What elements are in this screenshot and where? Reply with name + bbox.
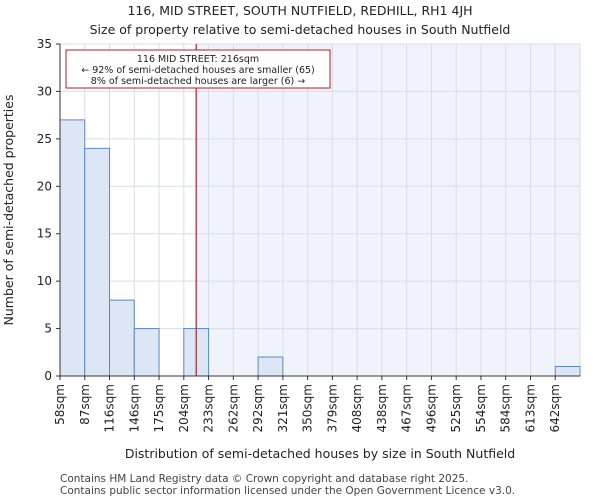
x-tick-label-554sqm: 554sqm — [474, 384, 488, 432]
chart-subtitle: Size of property relative to semi-detach… — [89, 22, 511, 37]
bar-58sqm — [59, 119, 86, 377]
annotation-box — [65, 49, 331, 89]
footer-copyright: Contains HM Land Registry data © Crown c… — [60, 473, 469, 485]
y-tick-label: 0 — [44, 369, 52, 383]
footer-licence: Contains public sector information licen… — [60, 485, 516, 497]
histogram-chart: 0 5 10 15 20 25 30 35 58sqm 87sqm 116sqm 146sqm 175s… — [1, 37, 581, 461]
x-tick-label-438sqm: 438sqm — [375, 384, 389, 432]
x-tick-label-146sqm: 146sqm — [127, 384, 141, 432]
x-tick-label-408sqm: 408sqm — [350, 384, 364, 432]
y-tick-label: 15 — [37, 227, 52, 241]
x-tick-label-642sqm: 642sqm — [548, 384, 562, 432]
y-tick-label: 25 — [37, 132, 52, 146]
chart-title: 116, MID STREET, SOUTH NUTFIELD, REDHILL… — [127, 3, 473, 18]
x-tick-label-262sqm: 262sqm — [226, 384, 240, 432]
x-axis-title: Distribution of semi-detached houses by … — [125, 446, 515, 461]
larger-region-shade — [196, 44, 580, 376]
y-axis-title: Number of semi-detached properties — [1, 95, 16, 326]
x-tick-label-58sqm: 58sqm — [53, 384, 67, 425]
x-tick-label-350sqm: 350sqm — [301, 384, 315, 432]
x-tick-label-292sqm: 292sqm — [251, 384, 265, 432]
x-tick-label-321sqm: 321sqm — [276, 384, 290, 432]
x-tick-label-116sqm: 116sqm — [103, 384, 117, 432]
y-tick-label: 10 — [37, 274, 52, 288]
x-tick-label-233sqm: 233sqm — [202, 384, 216, 432]
bar-116sqm — [109, 299, 135, 377]
y-tick-label: 5 — [44, 322, 52, 336]
y-tick-label: 20 — [37, 179, 52, 193]
y-tick-label: 30 — [37, 84, 52, 98]
bar-146sqm — [133, 328, 160, 377]
x-tick-label-87sqm: 87sqm — [78, 384, 92, 425]
x-tick-label-175sqm: 175sqm — [152, 384, 166, 432]
x-tick-label-584sqm: 584sqm — [499, 384, 513, 432]
annotation-line-3: 8% of semi-detached houses are larger (6… — [91, 76, 305, 87]
x-tick-label-496sqm: 496sqm — [424, 384, 438, 432]
y-tick-label: 35 — [37, 37, 52, 51]
annotation-line-1: 116 MID STREET: 216sqm — [137, 54, 259, 65]
x-tick-label-379sqm: 379sqm — [325, 384, 339, 432]
x-tick-label-467sqm: 467sqm — [400, 384, 414, 432]
annotation-line-2: ← 92% of semi-detached houses are smalle… — [81, 65, 315, 76]
x-tick-label-613sqm: 613sqm — [523, 384, 537, 432]
bar-87sqm — [84, 147, 111, 377]
bar-292sqm — [257, 356, 284, 377]
x-tick-label-525sqm: 525sqm — [449, 384, 463, 432]
bar-642sqm — [554, 366, 581, 377]
x-tick-label-204sqm: 204sqm — [177, 384, 191, 432]
